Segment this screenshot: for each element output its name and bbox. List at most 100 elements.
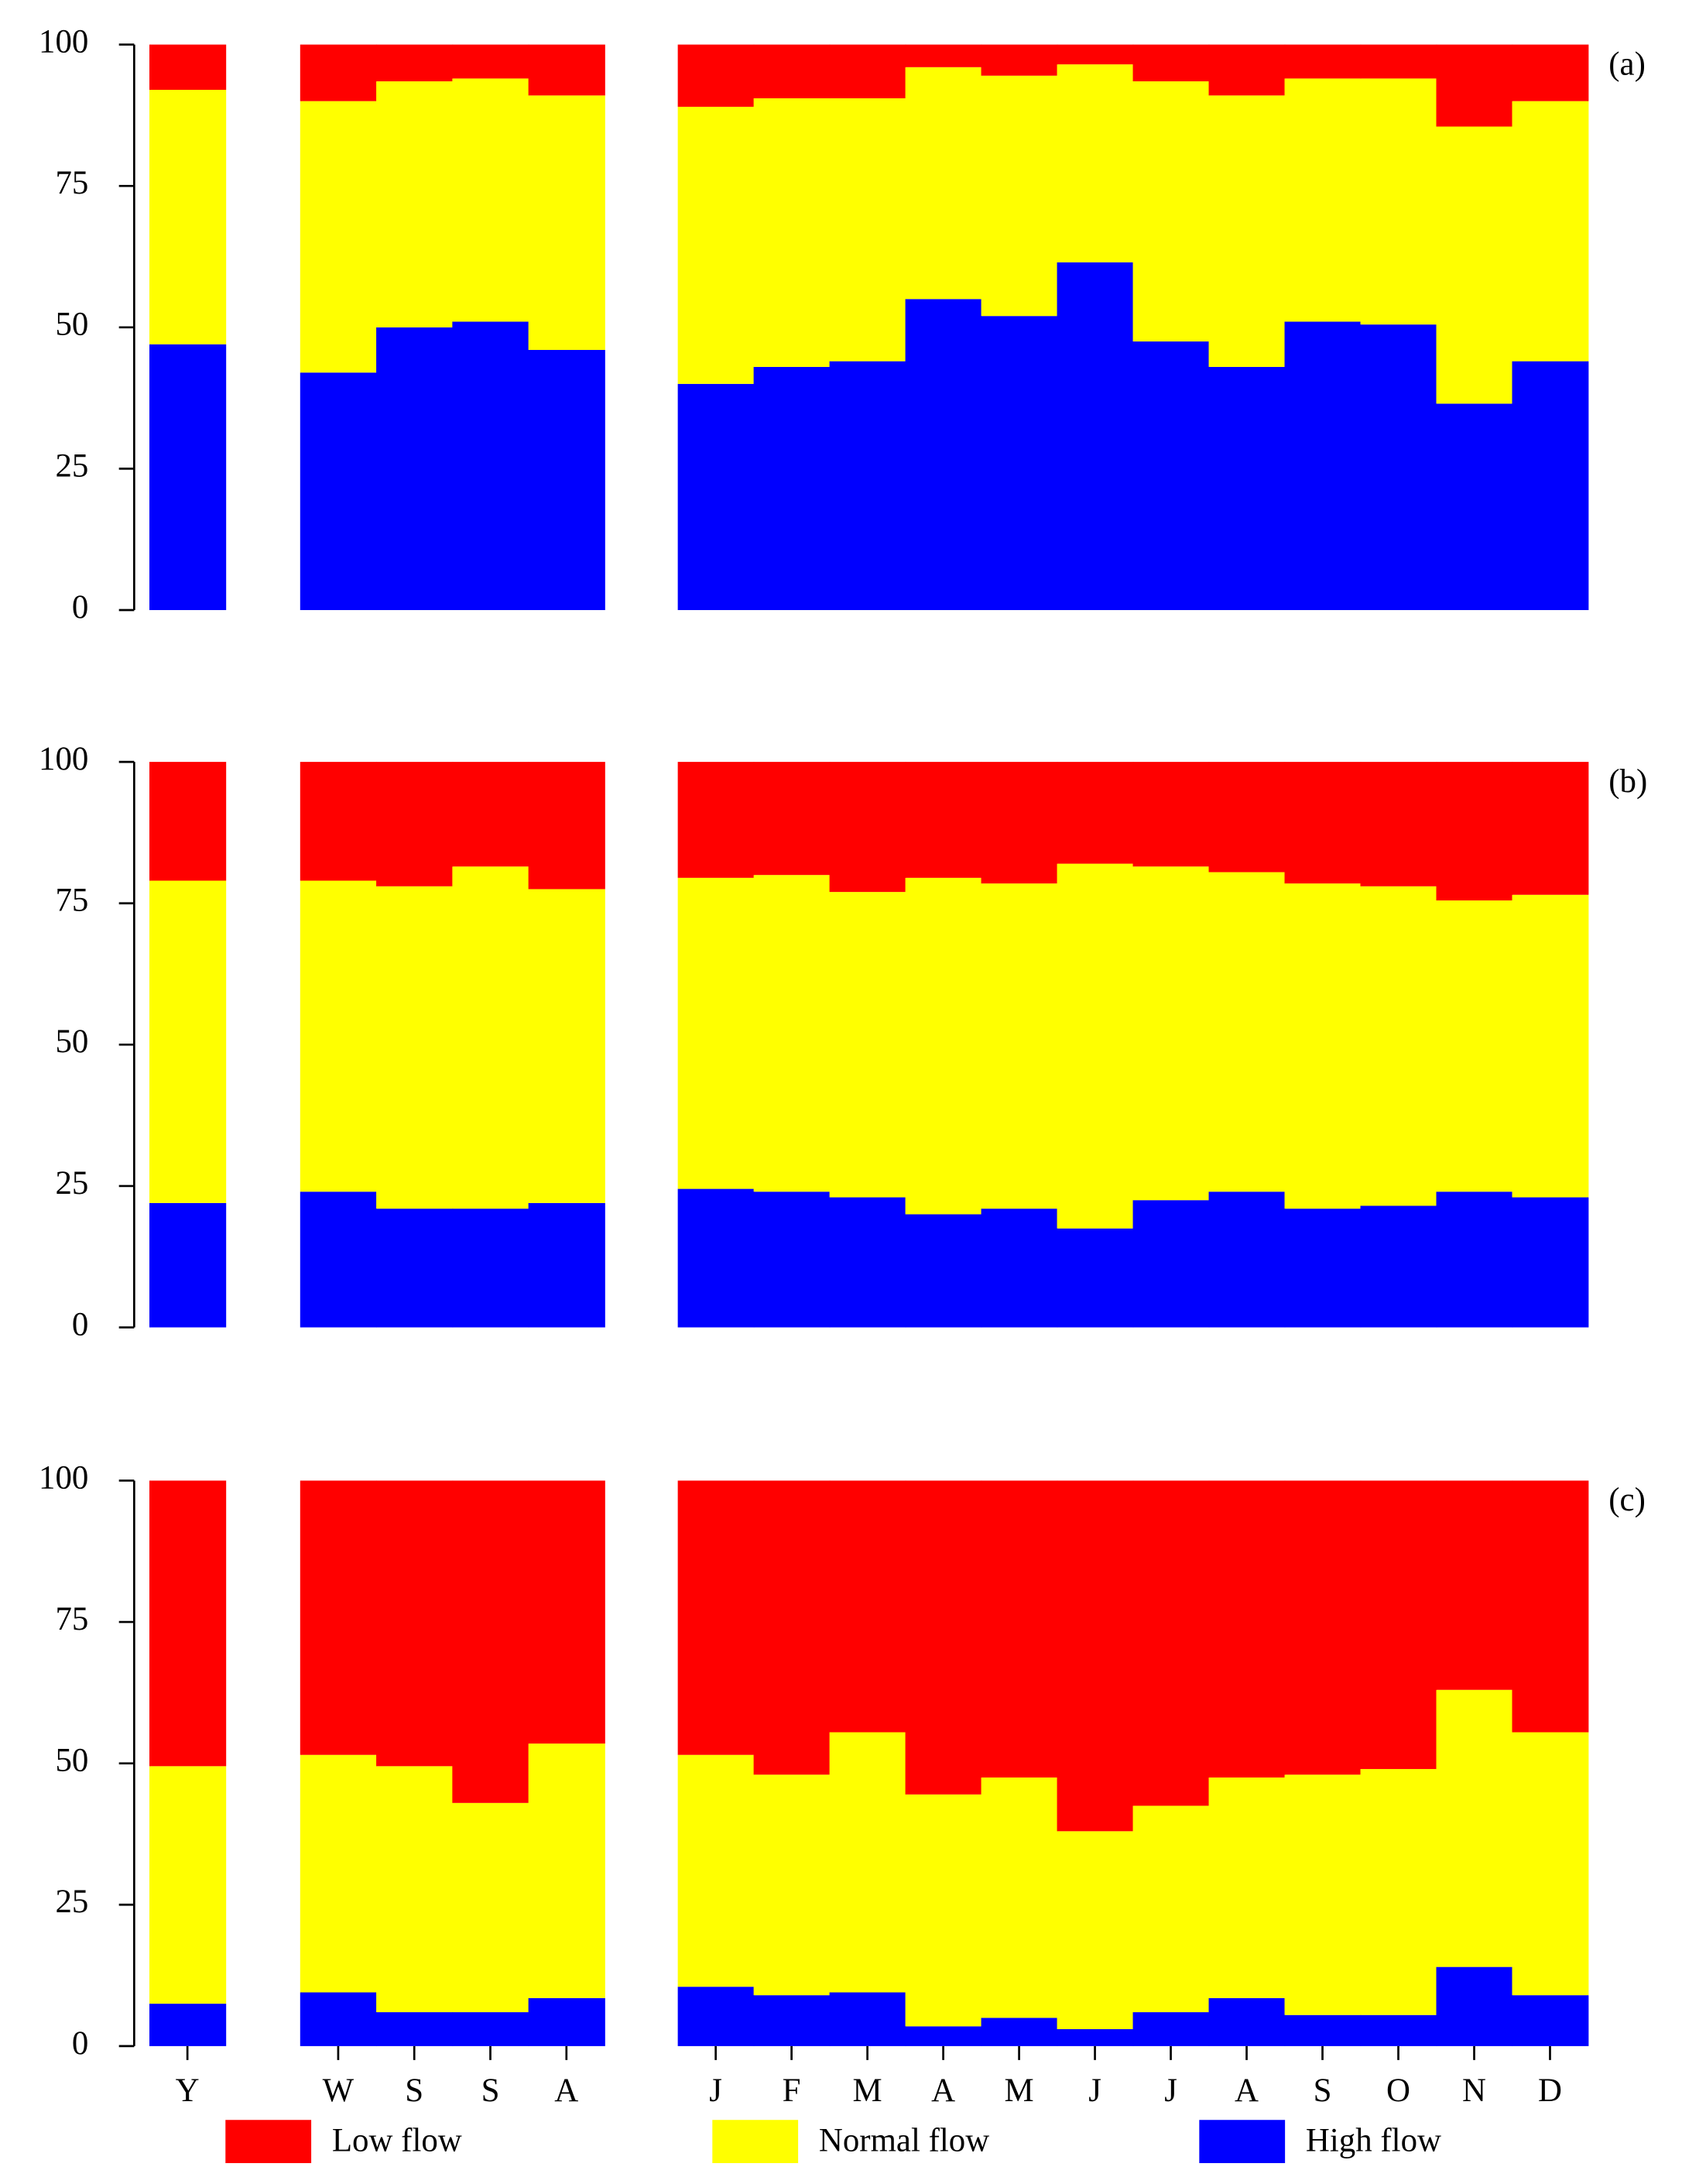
bar-segment bbox=[1284, 1480, 1362, 1775]
bar-segment bbox=[300, 1480, 377, 1755]
y-tick-label: 75 bbox=[55, 883, 88, 919]
bar-segment bbox=[1132, 81, 1210, 342]
bar-segment bbox=[905, 299, 982, 611]
y-tick-label: 25 bbox=[55, 447, 88, 484]
bar-segment bbox=[300, 372, 377, 611]
bar-segment bbox=[1284, 762, 1362, 884]
bar-segment bbox=[376, 1209, 454, 1328]
bar-segment bbox=[677, 106, 755, 384]
y-tick-label: 100 bbox=[39, 23, 88, 60]
bar-segment bbox=[905, 1480, 982, 1795]
bar-segment bbox=[1057, 64, 1134, 262]
bar-segment bbox=[1132, 2012, 1210, 2046]
bar-segment bbox=[829, 1480, 906, 1733]
bar-segment bbox=[1512, 44, 1589, 101]
x-tick-label: W bbox=[323, 2073, 355, 2109]
bar-segment bbox=[753, 98, 831, 367]
bar-segment bbox=[1208, 44, 1286, 96]
bar-segment bbox=[1436, 403, 1513, 611]
bar-segment bbox=[376, 81, 454, 327]
legend-swatch bbox=[225, 2120, 312, 2164]
bar-segment bbox=[1132, 1200, 1210, 1328]
x-tick-label: D bbox=[1538, 2073, 1562, 2109]
x-tick-label: J bbox=[1088, 2073, 1101, 2109]
bar-segment bbox=[1208, 1191, 1286, 1328]
x-tick-label: S bbox=[481, 2073, 500, 2109]
bar-segment bbox=[677, 1754, 755, 1987]
y-tick-label: 75 bbox=[55, 165, 88, 201]
bar-segment bbox=[829, 1992, 906, 2046]
x-tick-label: M bbox=[1005, 2073, 1034, 2109]
x-tick-label: A bbox=[554, 2073, 578, 2109]
bar-segment bbox=[376, 327, 454, 611]
bar-segment bbox=[1208, 872, 1286, 1192]
x-tick-label: A bbox=[1235, 2073, 1259, 2109]
bar-segment bbox=[528, 44, 605, 96]
bar-segment bbox=[300, 1191, 377, 1328]
bar-segment bbox=[1436, 1966, 1513, 2046]
bar-segment bbox=[149, 344, 227, 611]
bar-segment bbox=[1512, 894, 1589, 1198]
bar-segment bbox=[1057, 44, 1134, 65]
bar-segment bbox=[1132, 1805, 1210, 2013]
x-tick-label: N bbox=[1462, 2073, 1486, 2109]
y-tick-label: 25 bbox=[55, 1884, 88, 1920]
bar-segment bbox=[1436, 126, 1513, 404]
bar-segment bbox=[1057, 2028, 1134, 2046]
bar-segment bbox=[1512, 762, 1589, 895]
y-tick-label: 0 bbox=[72, 1306, 88, 1342]
bar-segment bbox=[1360, 324, 1437, 611]
bar-segment bbox=[677, 762, 755, 878]
bar-segment bbox=[829, 1732, 906, 1993]
bar-segment bbox=[1057, 1831, 1134, 2029]
bar-segment bbox=[981, 883, 1058, 1209]
bar-segment bbox=[528, 762, 605, 890]
bar-segment bbox=[753, 1774, 831, 1996]
bar-segment bbox=[149, 44, 227, 91]
bar-segment bbox=[452, 78, 529, 322]
bar-segment bbox=[1208, 366, 1286, 611]
bar-segment bbox=[1360, 1480, 1437, 1769]
bar-segment bbox=[677, 877, 755, 1189]
bar-segment bbox=[1512, 101, 1589, 362]
bar-segment bbox=[452, 1480, 529, 1803]
legend-swatch bbox=[712, 2120, 799, 2164]
bar-segment bbox=[1284, 883, 1362, 1209]
bar-segment bbox=[376, 1480, 454, 1767]
bar-segment bbox=[1436, 1191, 1513, 1328]
bar-segment bbox=[1132, 762, 1210, 867]
bar-segment bbox=[1132, 44, 1210, 82]
bar-segment bbox=[753, 366, 831, 611]
bar-segment bbox=[1512, 1732, 1589, 1996]
bar-segment bbox=[905, 1214, 982, 1328]
panel-label: (b) bbox=[1608, 763, 1647, 800]
x-tick-label: S bbox=[1314, 2073, 1332, 2109]
y-tick-label: 100 bbox=[39, 741, 88, 777]
bar-segment bbox=[981, 762, 1058, 884]
bar-segment bbox=[1360, 1768, 1437, 2015]
bar-segment bbox=[981, 1777, 1058, 2018]
bar-segment bbox=[528, 350, 605, 611]
bar-segment bbox=[1436, 44, 1513, 127]
y-tick-label: 0 bbox=[72, 2025, 88, 2062]
bar-segment bbox=[905, 877, 982, 1215]
bar-segment bbox=[376, 44, 454, 82]
bar-segment bbox=[677, 44, 755, 107]
x-tick-label: J bbox=[709, 2073, 722, 2109]
x-tick-label: S bbox=[405, 2073, 423, 2109]
bar-segment bbox=[1284, 1209, 1362, 1328]
bar-segment bbox=[1208, 1997, 1286, 2046]
bar-segment bbox=[1436, 762, 1513, 901]
bar-segment bbox=[1512, 1480, 1589, 1733]
bar-segment bbox=[829, 762, 906, 893]
bar-segment bbox=[1360, 1205, 1437, 1328]
bar-segment bbox=[452, 2012, 529, 2046]
legend-label: High flow bbox=[1306, 2123, 1441, 2159]
bar-segment bbox=[528, 1480, 605, 1744]
bar-segment bbox=[829, 44, 906, 98]
bar-segment bbox=[452, 1802, 529, 2013]
bar-segment bbox=[1132, 341, 1210, 611]
bar-segment bbox=[1057, 1480, 1134, 1832]
bar-segment bbox=[300, 762, 377, 881]
